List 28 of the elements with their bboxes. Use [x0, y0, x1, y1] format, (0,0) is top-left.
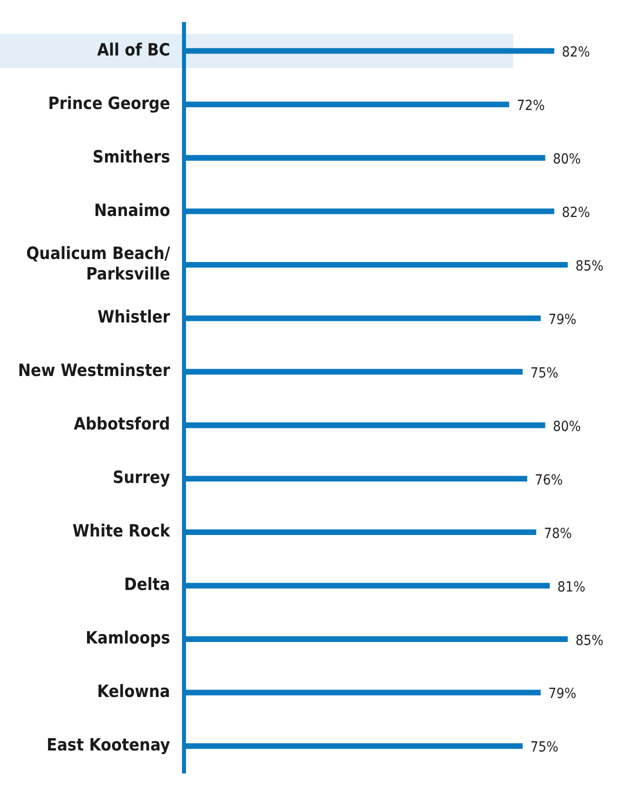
y-tick-label: White Rock	[72, 522, 171, 542]
y-tick-label: Smithers	[92, 147, 170, 168]
data-label: 82%	[562, 204, 590, 221]
data-label: 78%	[544, 526, 572, 542]
data-label: 80%	[552, 418, 581, 435]
y-tick-label: Kamloops	[86, 628, 170, 649]
y-tick-label: New Westminster	[18, 361, 171, 382]
y-tick-label: Prince George	[48, 94, 170, 114]
y-tick-label: Abbotsford	[74, 414, 170, 435]
y-tick-label: Whistler	[98, 308, 171, 328]
y-tick-label: All of BC	[97, 40, 170, 60]
data-label: 85%	[575, 632, 604, 649]
y-tick-label: Kelowna	[97, 682, 170, 702]
data-label: 75%	[530, 365, 558, 382]
data-label: 81%	[557, 579, 586, 596]
data-label: 75%	[530, 740, 558, 756]
data-label: 82%	[562, 44, 590, 61]
y-tick-label: Qualicum Beach/ Parksville	[26, 244, 170, 284]
data-label: 76%	[534, 472, 563, 488]
data-label: 79%	[548, 312, 576, 328]
data-label: 80%	[552, 152, 581, 168]
data-label: 79%	[548, 686, 576, 702]
data-label: 72%	[516, 98, 545, 114]
y-tick-label: East Kootenay	[46, 735, 170, 756]
y-tick-label: Delta	[124, 575, 170, 596]
data-label: 85%	[575, 258, 604, 274]
y-tick-label: Surrey	[112, 468, 170, 488]
y-tick-label: Nanaimo	[94, 200, 170, 221]
